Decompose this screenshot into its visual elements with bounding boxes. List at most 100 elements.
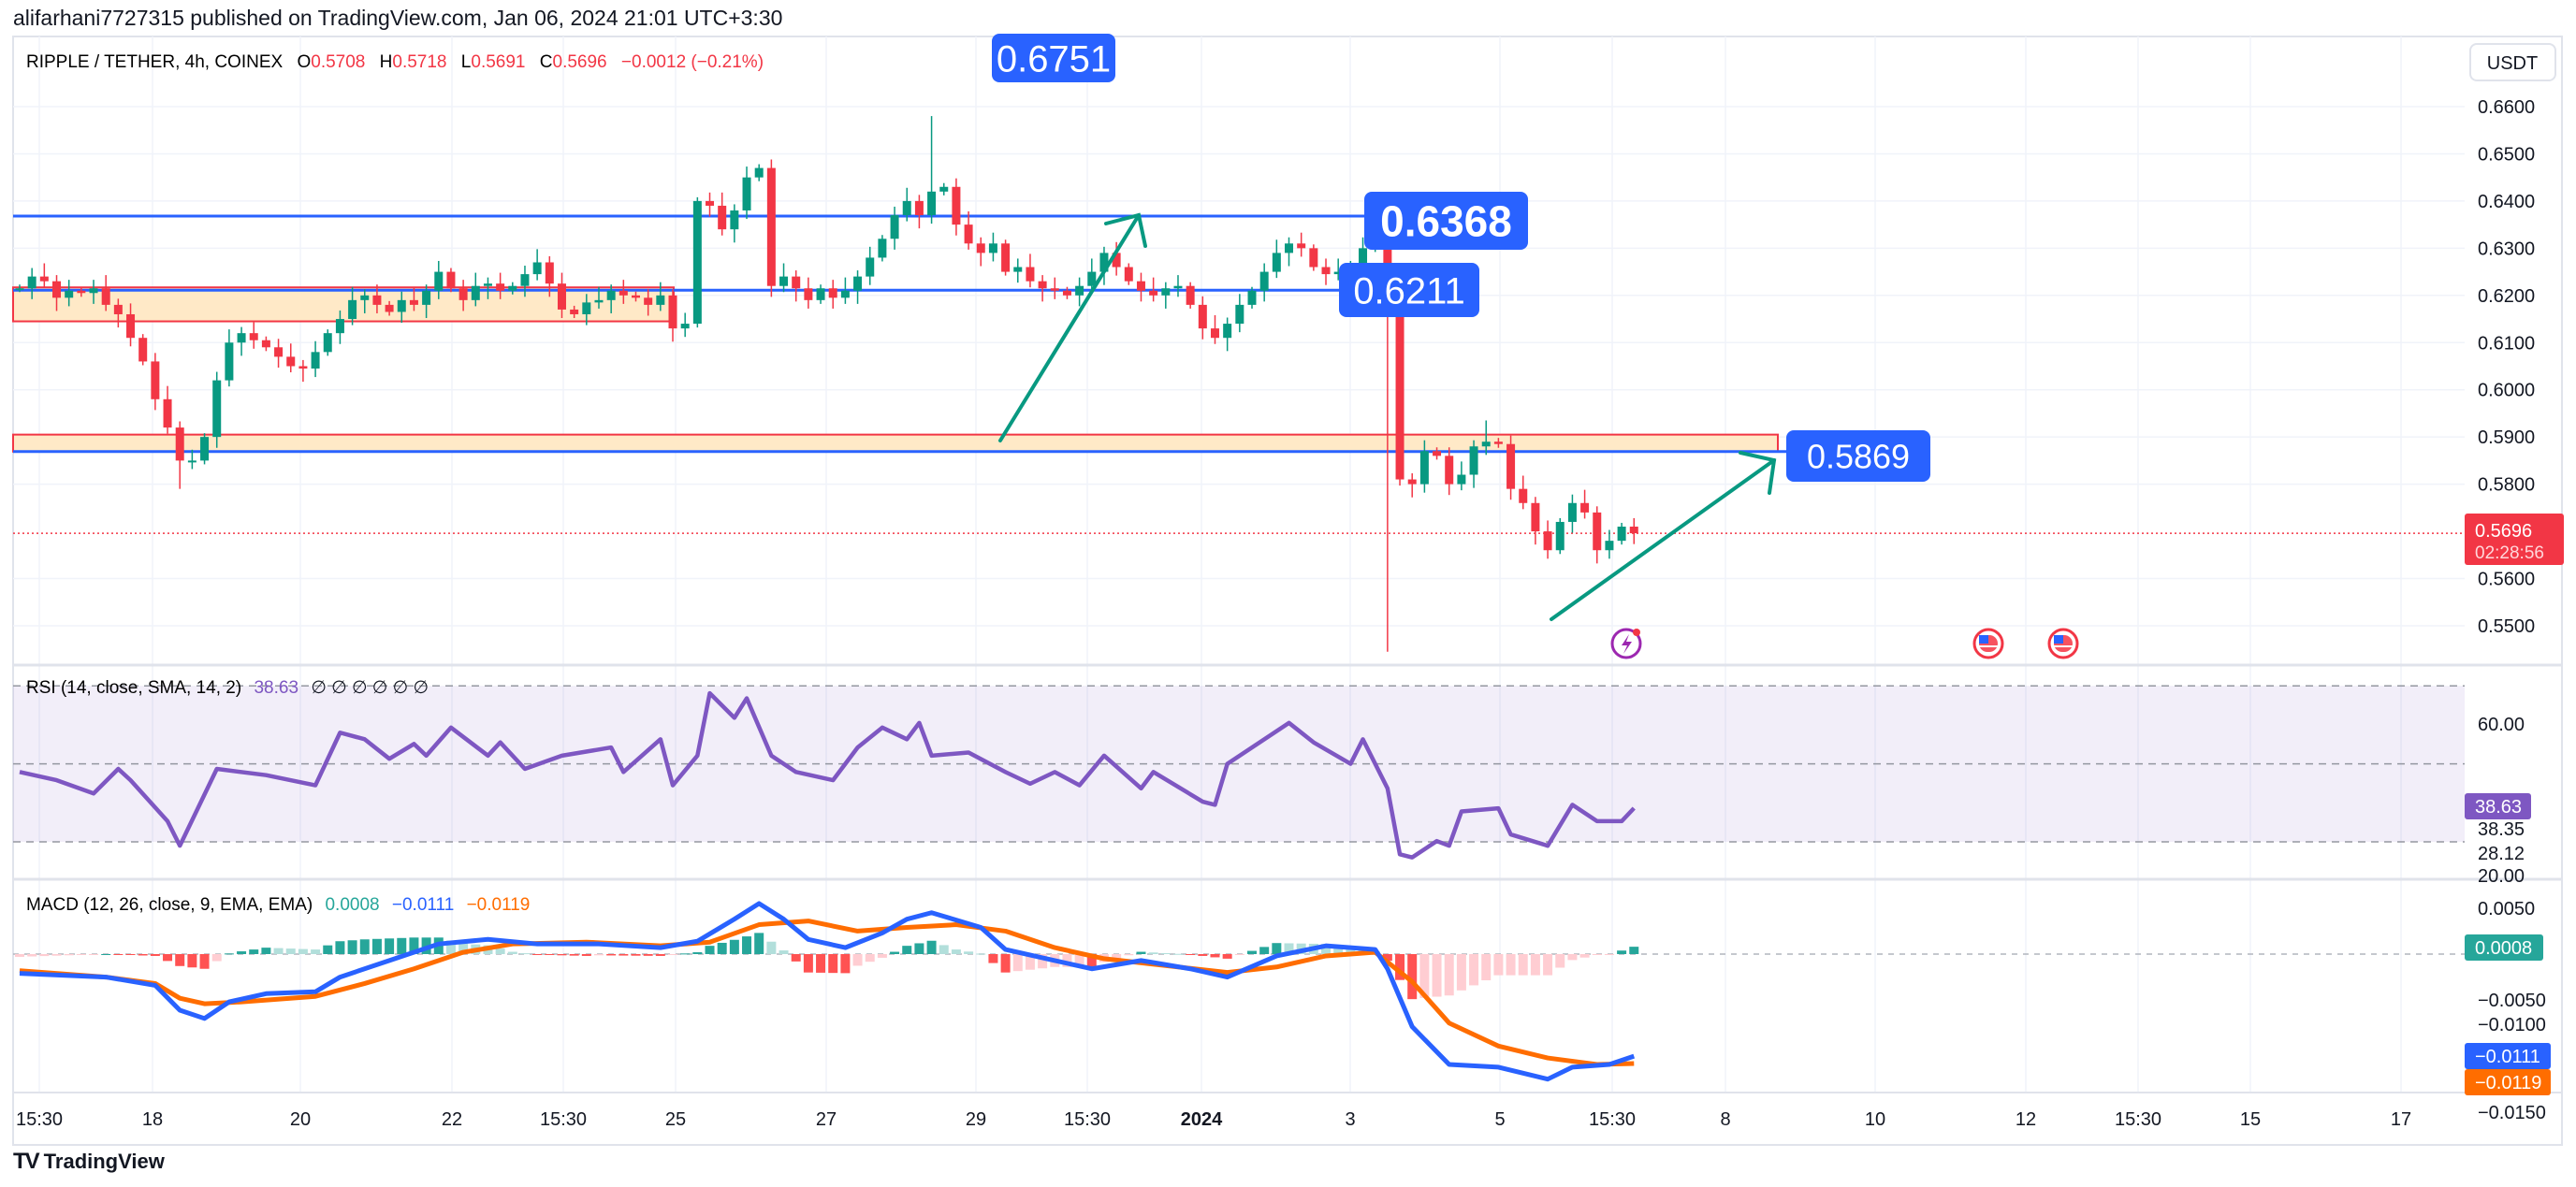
candle — [866, 246, 875, 285]
candle-body — [101, 288, 110, 305]
price-label[interactable]: 0.6751 — [992, 34, 1115, 82]
candle — [409, 286, 418, 311]
time-axis[interactable]: 15:30 18 20 22 15:30 25 27 29 15:30 2024 3 5 15:30 8 1… — [16, 1109, 2411, 1130]
macd-histogram-bar — [1604, 954, 1614, 955]
price-label[interactable]: 0.6211 — [1339, 263, 1479, 317]
macd-hist-badge: 0.0008 — [2465, 934, 2543, 961]
macd-histogram-bar — [545, 954, 555, 955]
macd-line — [19, 901, 1636, 1082]
bar-countdown: 02:28:56 — [2475, 543, 2544, 563]
price-label[interactable]: 0.5869 — [1786, 430, 1930, 482]
rsi-tick-label: 28.12 — [2478, 844, 2525, 864]
macd-histogram-bar — [742, 936, 752, 954]
candle — [606, 284, 616, 313]
candle-body — [1407, 479, 1417, 485]
macd-histogram-bar — [1432, 954, 1442, 997]
macd-histogram-bar — [495, 948, 505, 954]
macd-histogram-bar — [1395, 954, 1405, 980]
level-labels[interactable]: 0.6751 0.6368 0.6211 0.5869 — [992, 34, 1930, 482]
tradingview-logo-icon: TV — [13, 1149, 40, 1174]
candle-body — [1567, 502, 1577, 522]
time-tick-label: 15:30 — [1589, 1109, 1636, 1130]
currency-button[interactable]: USDT — [2469, 43, 2556, 81]
macd-histogram-bar — [939, 945, 949, 954]
macd-histogram-bar — [754, 933, 764, 954]
candle — [77, 286, 86, 297]
candle — [594, 286, 604, 309]
candle — [1223, 317, 1232, 352]
macd-histogram-bar — [1038, 954, 1048, 969]
candle-body — [187, 460, 196, 463]
candle — [927, 116, 937, 224]
candle — [1605, 529, 1614, 559]
lightning-event-icon[interactable] — [1610, 628, 1642, 659]
tradingview-brand[interactable]: TV TradingView — [13, 1149, 165, 1175]
candle-body — [77, 290, 86, 294]
trend-arrow[interactable] — [1550, 451, 1777, 621]
macd-histogram-bar — [1407, 954, 1418, 1000]
candle — [976, 237, 985, 267]
macd-histogram-bar — [1148, 952, 1158, 954]
price-tick-label: 0.5600 — [2478, 570, 2535, 590]
macd-histogram-bar — [1382, 954, 1392, 962]
candle — [1531, 497, 1540, 545]
signal-badge-value: −0.0119 — [2475, 1073, 2541, 1093]
candle-body — [804, 288, 813, 300]
price-tick-label: 0.6300 — [2478, 239, 2535, 259]
candle-body — [237, 333, 246, 343]
candle-body — [792, 276, 801, 289]
candle-body — [952, 186, 961, 225]
candle-body — [866, 257, 875, 277]
time-tick-label: 12 — [2016, 1109, 2036, 1130]
candle — [1457, 461, 1466, 491]
price-label[interactable]: 0.6368 — [1364, 192, 1528, 250]
price-label-text: 0.5869 — [1807, 437, 1910, 475]
price-axis[interactable]: 0.6600 0.6500 0.6400 0.6300 0.6200 0.6100 0.60… — [2478, 97, 2546, 1123]
macd-histogram-bar — [1136, 951, 1146, 954]
price-label-box — [1339, 263, 1479, 317]
time-tick-label: 18 — [142, 1109, 163, 1130]
us-flag-event-icon[interactable] — [1972, 628, 2004, 659]
trend-arrows[interactable] — [998, 212, 1777, 621]
candle-body — [840, 290, 850, 298]
candle-body — [976, 243, 985, 253]
price-tick-label: 0.5500 — [2478, 616, 2535, 637]
candle — [1062, 286, 1071, 299]
macd-histogram-bar — [1321, 944, 1332, 954]
candle — [1136, 272, 1145, 302]
flag-canton — [1979, 635, 1988, 644]
candle-body — [1629, 527, 1638, 534]
macd-histogram-bar — [1444, 954, 1454, 996]
macd-title[interactable]: MACD (12, 26, close, 9, EMA, EMA) — [26, 895, 313, 915]
macd-histogram-bar — [779, 950, 789, 954]
candle-body — [619, 290, 628, 296]
candle-body — [1112, 253, 1121, 268]
candle — [1419, 440, 1429, 493]
macd-histogram-bar — [557, 954, 567, 956]
candle-body — [816, 288, 825, 300]
candle-body — [545, 262, 554, 284]
candle — [1259, 263, 1269, 302]
last-price-value: 0.5696 — [2475, 521, 2532, 542]
symbol-title[interactable]: RIPPLE / TETHER, 4h, COINEX — [26, 52, 284, 72]
candle-body — [656, 295, 665, 305]
candle — [766, 159, 776, 297]
candle-body — [175, 427, 184, 461]
rsi-title[interactable]: RSI (14, close, SMA, 14, 2) — [26, 678, 241, 698]
trend-arrow[interactable] — [998, 212, 1147, 442]
candle-body — [385, 304, 394, 312]
us-flag-event-icon[interactable] — [2047, 628, 2079, 659]
candle — [1075, 277, 1084, 307]
candle-body — [483, 283, 492, 286]
macd-histogram-bar — [803, 954, 813, 973]
price-tick-label: 0.6400 — [2478, 192, 2535, 212]
candle — [706, 192, 715, 217]
candle-body — [964, 224, 973, 244]
macd-tick-label: 0.0050 — [2478, 899, 2535, 919]
candle — [200, 433, 210, 465]
macd-histogram-bar — [976, 953, 986, 955]
event-markers[interactable] — [1610, 628, 2079, 659]
macd-histogram-bar — [89, 954, 99, 955]
macd-histogram-bar — [1259, 947, 1270, 954]
